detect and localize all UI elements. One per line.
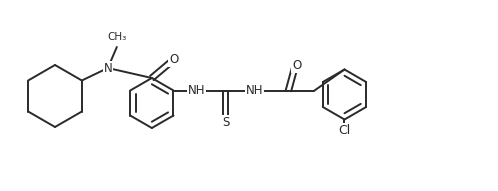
Text: S: S — [222, 116, 229, 129]
Text: O: O — [169, 53, 178, 66]
Text: CH₃: CH₃ — [108, 32, 127, 42]
Text: NH: NH — [246, 84, 263, 97]
Text: Cl: Cl — [338, 124, 351, 137]
Text: O: O — [292, 59, 302, 72]
Text: N: N — [104, 62, 112, 74]
Text: NH: NH — [188, 84, 205, 97]
